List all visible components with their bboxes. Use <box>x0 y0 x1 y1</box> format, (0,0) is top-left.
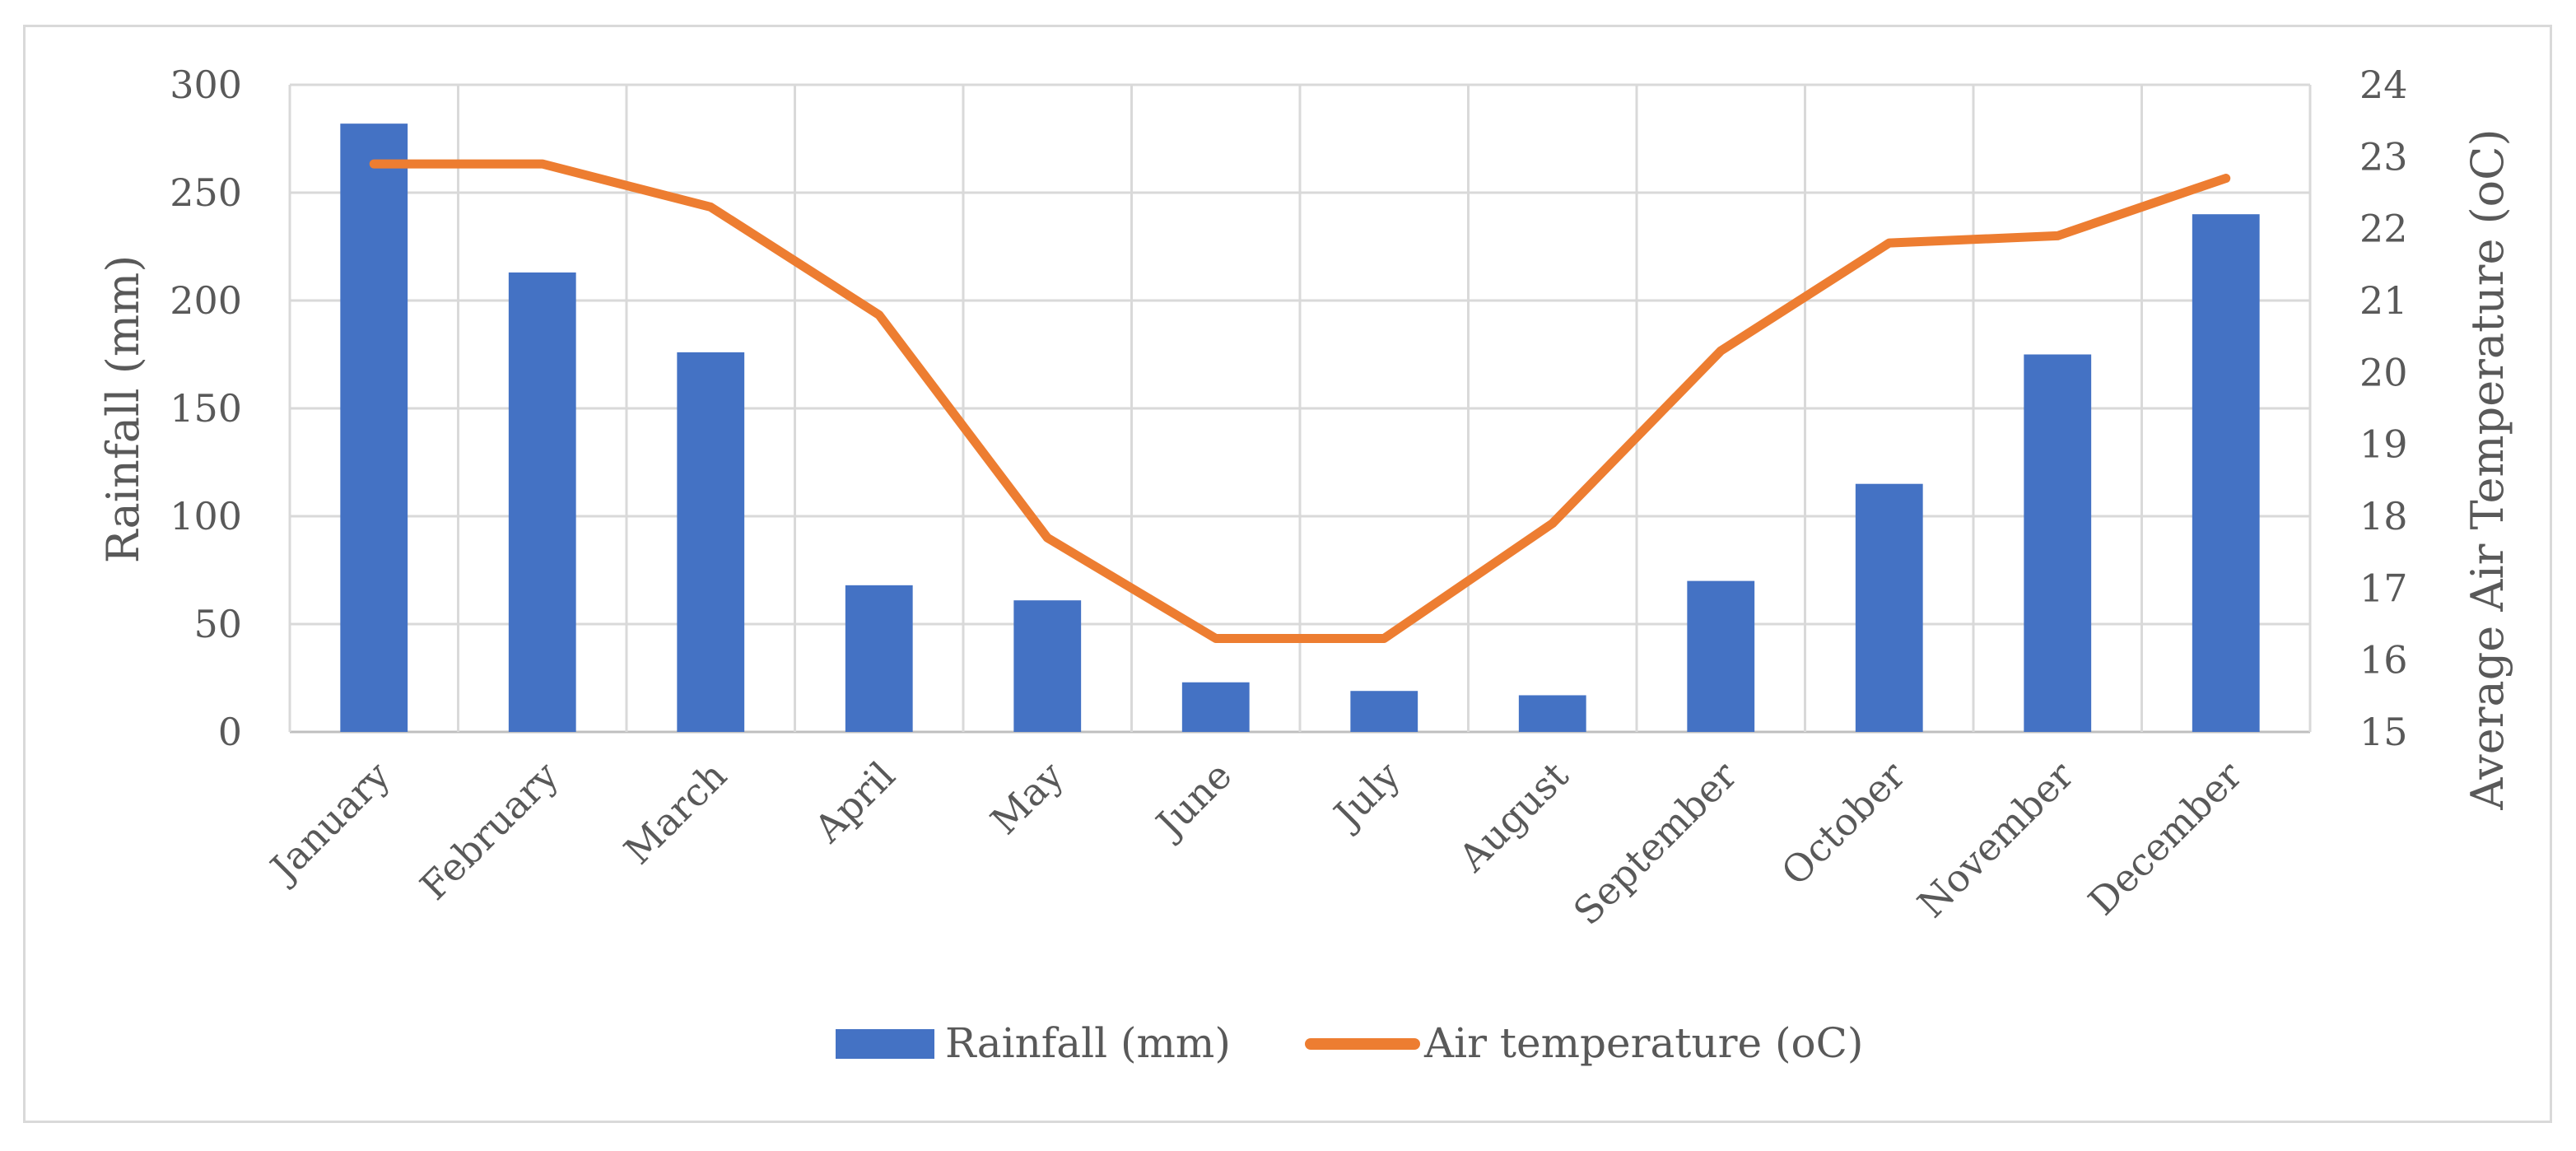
right-tick-label: 17 <box>2359 566 2408 610</box>
right-tick-label: 24 <box>2359 63 2408 107</box>
right-tick-label: 16 <box>2359 638 2408 683</box>
legend-label-rainfall: Rainfall (mm) <box>945 1019 1231 1067</box>
x-tick-label-september: September <box>1565 753 1745 934</box>
x-tick-label-june: June <box>1145 753 1240 848</box>
right-tick-label: 23 <box>2359 134 2408 179</box>
left-tick-label: 0 <box>218 710 242 754</box>
gridlines <box>288 83 2312 734</box>
legend-label-temperature: Air temperature (oC) <box>1423 1019 1863 1067</box>
right-tick-label: 18 <box>2359 494 2408 538</box>
right-tick-label: 15 <box>2359 710 2408 754</box>
left-tick-label: 100 <box>170 494 242 538</box>
bar-november <box>2024 354 2092 732</box>
left-tick-label: 300 <box>170 63 242 107</box>
bar-may <box>1013 600 1082 732</box>
x-tick-label-december: December <box>2080 753 2250 924</box>
left-tick-label: 150 <box>170 386 242 431</box>
left-tick-label: 50 <box>193 602 242 646</box>
left-axis-title: Rainfall (mm) <box>97 255 149 564</box>
x-tick-label-january: January <box>259 753 398 892</box>
rainfall-bars <box>340 123 2260 732</box>
right-axis-title: Average Air Temperature (oC) <box>2462 128 2513 810</box>
x-tick-label-february: February <box>412 753 567 909</box>
x-tick-label-november: November <box>1909 753 2082 926</box>
left-tick-label: 200 <box>170 278 242 323</box>
right-tick-label: 20 <box>2359 350 2408 394</box>
bar-april <box>845 585 913 732</box>
bar-february <box>508 272 576 732</box>
right-tick-label: 21 <box>2359 278 2408 323</box>
temperature-line-group <box>369 159 2231 643</box>
bar-july <box>1350 691 1418 732</box>
x-tick-label-august: August <box>1450 753 1577 880</box>
x-tick-label-july: July <box>1323 753 1409 839</box>
x-tick-label-october: October <box>1772 753 1913 894</box>
bar-august <box>1518 695 1586 732</box>
legend-swatch-rainfall <box>836 1029 934 1059</box>
legend: Rainfall (mm) Air temperature (oC) <box>836 1019 1863 1067</box>
temperature-line <box>369 159 2231 643</box>
x-tick-label-april: April <box>805 753 904 852</box>
right-axis-ticks: 15 16 17 18 19 20 21 22 23 24 <box>2359 63 2408 754</box>
x-tick-label-march: March <box>615 753 735 874</box>
bar-june <box>1181 682 1250 732</box>
left-axis-ticks: 0 50 100 150 200 250 300 <box>170 63 242 754</box>
bar-january <box>340 123 408 732</box>
bar-october <box>1855 483 1923 732</box>
right-tick-label: 19 <box>2359 422 2408 467</box>
bar-september <box>1687 580 1755 732</box>
right-tick-label: 22 <box>2359 207 2408 251</box>
left-tick-label: 250 <box>170 170 242 215</box>
bar-march <box>677 352 745 732</box>
x-tick-label-may: May <box>982 753 1072 843</box>
x-axis-ticks: January February March April May June July Augu… <box>259 753 2250 934</box>
bar-december <box>2192 214 2260 732</box>
